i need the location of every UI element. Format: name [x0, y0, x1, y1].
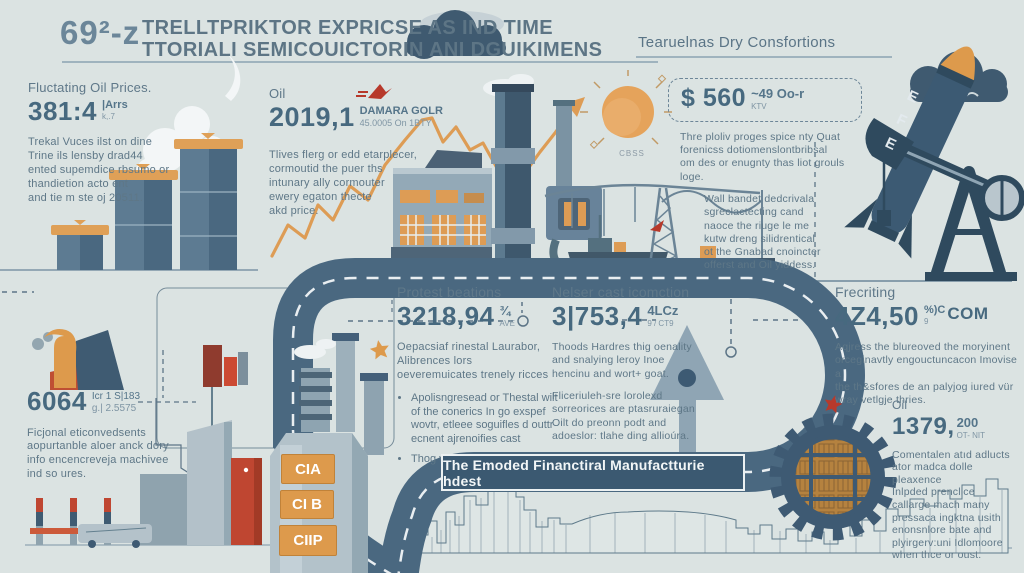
refinery-pipe	[556, 104, 572, 188]
panel-nelser-cast: Nelser cast icomction 3|753,4 4LCz 9 / CT…	[552, 284, 720, 443]
red-star	[824, 395, 843, 414]
panel-body: Thre ploliv proges spice nty Quat foreni…	[680, 130, 845, 183]
panel-body: Comentalen atıd adlucts ator madca dolle…	[892, 448, 1010, 562]
red-plane-icon	[650, 220, 664, 232]
panel-body: Oepacsiaf rinestal Laurabor, Alibrences …	[397, 341, 549, 381]
panel-oil-2019: Oil 2019,1 DAMARA GOLR 45.0005 On 1BTY Tl…	[269, 86, 459, 219]
cloud-top-center	[406, 10, 506, 59]
title-line-2: TTORIALI SEMICOUICTORIN ANI DGUIKIMENS	[142, 39, 603, 61]
red-bird-icon	[356, 84, 392, 99]
panel-6064: 6064 Icr 1 S|183 g.| 2.5575 Ficjonal eti…	[27, 385, 217, 482]
tank-label-cib: CI B	[280, 490, 334, 519]
sun-caption: CBSS	[619, 149, 645, 158]
stat-value: $ 560 ~49 Oo-r KTV	[681, 84, 805, 112]
gear-icon	[769, 395, 897, 541]
stat-value: 4Z4,50 %)C 9 COM	[835, 301, 989, 331]
bullet-item: Apolisngresead or Thestal wilt of the co…	[411, 392, 569, 447]
tank-label-cia: CIA	[281, 454, 335, 484]
page-title: TRELLTPRIKTOR EXPRICSE AS IND TIME TTORI…	[142, 17, 602, 61]
tank-label-ciip: CIIP	[279, 525, 337, 556]
orange-star	[369, 340, 389, 360]
stat-value: 3|753,4 4LCz 9 / CT9	[552, 301, 679, 331]
road-center-dashes	[291, 276, 847, 573]
panel-fluctuating-oil-prices: Fluctating Oil Prices. 381:4 |Arrs k,.7 T…	[28, 80, 208, 206]
panel-label: Frecriting	[835, 284, 896, 300]
panel-label: Oil	[269, 86, 286, 101]
right-section-heading: Tearuelnas Dry Consfortions	[638, 34, 836, 51]
industrial-bottom-left	[30, 345, 262, 548]
brand-logo: 69²-z	[60, 14, 141, 51]
panel-body: Thoods Hardres thig oenality and snalyin…	[552, 341, 692, 380]
stat-value: 1379, 200 OT- NIT	[892, 413, 986, 440]
panel-oil-1379: Oil 1379, 200 OT- NIT Comentalen atıd adl…	[892, 398, 1020, 562]
panel-body: Trekal Vuces ilst on dine Trine ils lens…	[28, 136, 170, 204]
panel-label: Fluctating Oil Prices.	[28, 80, 152, 95]
factory-windows	[400, 215, 486, 245]
panel-body-secondary: Wall bandet dedcrivala sgreclactecting c…	[704, 192, 821, 272]
oil-pump-jack	[865, 118, 1024, 281]
steam-puff	[222, 50, 241, 101]
stat-value: 381:4 |Arrs k,.7	[28, 96, 128, 126]
panel-dry-consfortions: $ 560 ~49 Oo-r KTV Thre ploliv proges spi…	[668, 78, 878, 273]
stat-value: 6064 Icr 1 S|183 g.| 2.5575	[27, 386, 141, 416]
stat-value: 2019,1 DAMARA GOLR 45.0005 On 1BTY	[269, 102, 443, 132]
volcano-flame-icon	[32, 329, 124, 390]
striped-poles	[30, 498, 111, 545]
stat-value-tail: COM	[947, 304, 989, 323]
panel-frecriting: Frecriting 4Z4,50 %)C 9 COM Aqjress the b…	[835, 284, 1023, 408]
stat-value: 3218,94 ¾ AVE	[397, 301, 515, 331]
panel-label: Nelser cast icomction	[552, 284, 690, 300]
title-line-1: TRELLTPRIKTOR EXPRICSE AS IND TIME	[142, 17, 554, 39]
panel-body: Ficjonal eticonvedsents aopurtanble aloe…	[27, 426, 169, 481]
sun-icon	[580, 70, 672, 149]
road-banner: The Emoded Financtiral Manufactturie hde…	[441, 454, 745, 491]
oil-price-bar-towers	[51, 50, 243, 270]
panel-body-secondary: Fliceriuleh-sre lorolexd sorreorices are…	[552, 389, 695, 442]
panel-body: Aqjress the blureoved the moryinent orce…	[835, 341, 1018, 407]
factory-roof	[425, 150, 482, 168]
panel-body: Tlives flerg or edd etarplecer, cormouti…	[269, 149, 418, 217]
panel-protest-beations: Protest beations 3218,94 ¾ AVE Oepacsiaf …	[397, 284, 569, 473]
panel-label: Oil	[892, 398, 908, 412]
panel-label: Protest beations	[397, 284, 502, 300]
dashed-value-box: $ 560 ~49 Oo-r KTV	[668, 78, 862, 122]
truck	[78, 524, 152, 548]
